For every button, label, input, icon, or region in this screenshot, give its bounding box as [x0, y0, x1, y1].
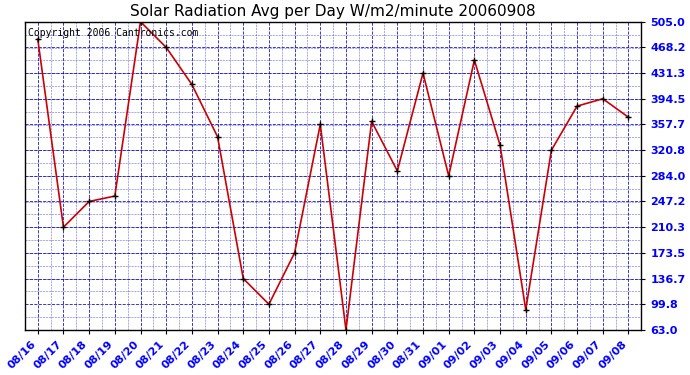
Title: Solar Radiation Avg per Day W/m2/minute 20060908: Solar Radiation Avg per Day W/m2/minute …	[130, 4, 536, 19]
Text: Copyright 2006 Cantronics.com: Copyright 2006 Cantronics.com	[28, 28, 199, 38]
